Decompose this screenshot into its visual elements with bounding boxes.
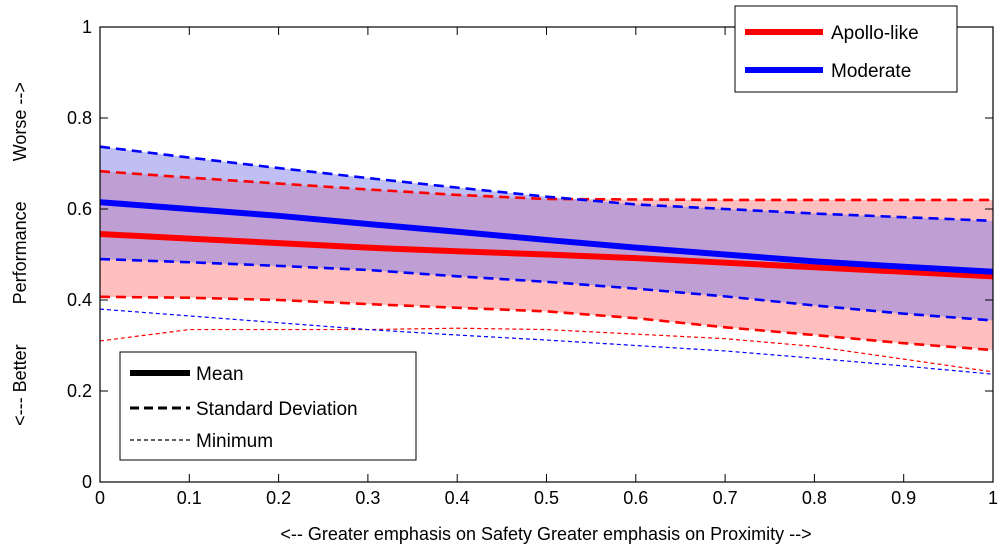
std-upper-line-apollo-like bbox=[99, 169, 993, 202]
y-tick-label: 1 bbox=[82, 17, 92, 37]
legend-style: Mean Standard Deviation Minimum bbox=[119, 351, 417, 461]
legend-mean-label: Mean bbox=[196, 364, 244, 385]
legend-minimum-label: Minimum bbox=[196, 431, 273, 452]
x-tick-label: 1 bbox=[988, 488, 998, 508]
legend-series-box bbox=[734, 5, 958, 93]
mean-line-moderate bbox=[99, 199, 994, 275]
x-tick-label: 0.2 bbox=[266, 488, 291, 508]
y-axis-label: <--- Better Performance Worse --> bbox=[10, 82, 30, 426]
x-tick-label: 0.7 bbox=[713, 488, 738, 508]
x-tick-label: 0 bbox=[95, 488, 105, 508]
x-axis-ticks: 0 0.1 0.2 0.3 0.4 0.5 0.6 0.7 0.8 0.9 1 bbox=[95, 27, 998, 508]
legend-apollo-like-label: Apollo-like bbox=[831, 23, 919, 44]
minimum-line-moderate bbox=[99, 308, 994, 375]
x-tick-label: 0.3 bbox=[355, 488, 380, 508]
y-tick-label: 0.4 bbox=[67, 290, 92, 310]
legend-moderate-label: Moderate bbox=[831, 61, 911, 82]
std-upper-line-moderate bbox=[99, 145, 994, 223]
legend-series: Apollo-like Moderate bbox=[734, 5, 958, 93]
x-tick-label: 0.1 bbox=[177, 488, 202, 508]
y-tick-label: 0.8 bbox=[67, 108, 92, 128]
std-lower-line-apollo-like bbox=[99, 295, 994, 352]
y-tick-label: 0.2 bbox=[67, 381, 92, 401]
mean-line-apollo-like bbox=[99, 231, 994, 280]
plot-data-layer bbox=[99, 145, 994, 375]
x-tick-label: 0.8 bbox=[802, 488, 827, 508]
legend-standard-deviation-label: Standard Deviation bbox=[196, 399, 358, 420]
x-tick-label: 0.6 bbox=[623, 488, 648, 508]
y-tick-label: 0.6 bbox=[67, 199, 92, 219]
y-axis-ticks: 0 0.2 0.4 0.6 0.8 1 bbox=[67, 17, 993, 492]
x-tick-label: 0.4 bbox=[445, 488, 470, 508]
band-moderate bbox=[100, 146, 993, 321]
x-tick-label: 0.5 bbox=[534, 488, 559, 508]
std-lower-line-moderate bbox=[99, 257, 994, 322]
x-axis-label: <-- Greater emphasis on Safety Greater e… bbox=[280, 524, 811, 544]
x-tick-label: 0.9 bbox=[891, 488, 916, 508]
y-tick-label: 0 bbox=[82, 472, 92, 492]
minimum-line-apollo-like bbox=[99, 327, 994, 373]
